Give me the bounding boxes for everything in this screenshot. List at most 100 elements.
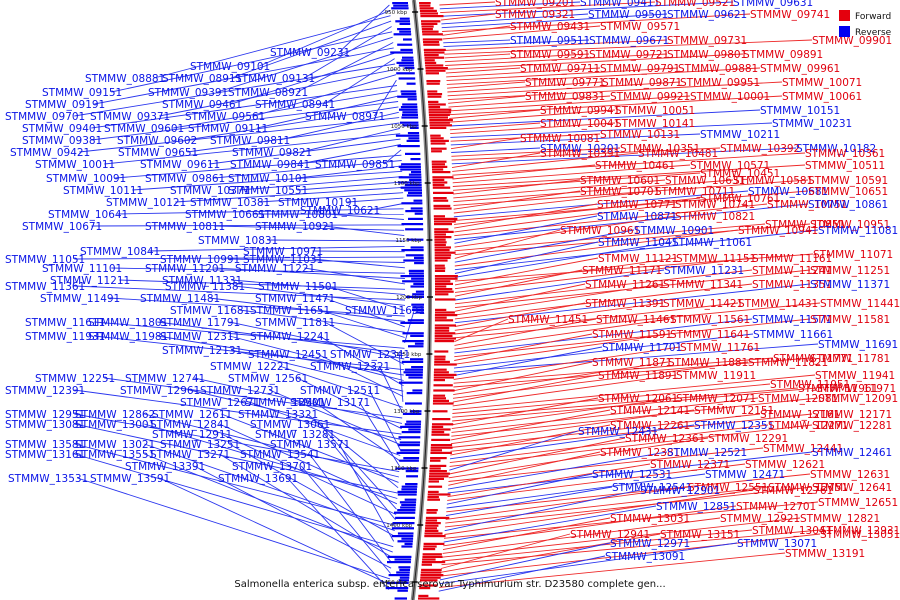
- gene-label: STMMW_11961: [798, 383, 878, 395]
- gene-label: STMMW_11081: [818, 225, 898, 237]
- gene-label: STMMW_10481: [638, 148, 718, 160]
- reverse-gene-arrow: [405, 152, 421, 155]
- forward-gene-arrow: [419, 9, 437, 12]
- forward-gene-arrow: [433, 197, 447, 200]
- leader-line: [229, 321, 405, 360]
- forward-gene-arrow: [428, 108, 452, 111]
- leader-line: [443, 39, 511, 44]
- forward-gene-arrow: [418, 597, 440, 600]
- gene-label: STMMW_11261: [585, 279, 665, 291]
- gene-label: STMMW_13021: [75, 439, 155, 451]
- leader-line: [439, 542, 738, 585]
- gene-label: STMMW_11391: [585, 298, 665, 310]
- forward-gene-arrow: [428, 100, 439, 103]
- gene-label: STMMW_12141: [610, 405, 690, 417]
- gene-label: STMMW_12911: [152, 429, 232, 441]
- reverse-gene-arrow: [411, 308, 424, 311]
- leader-line: [452, 172, 701, 191]
- reverse-gene-arrow: [400, 425, 421, 428]
- gene-label: STMMW_09561: [185, 111, 265, 123]
- leader-line: [443, 39, 668, 51]
- forward-gene-arrow: [434, 340, 455, 343]
- reverse-gene-arrow: [404, 368, 423, 371]
- gene-label: STMMW_11631: [345, 305, 425, 317]
- forward-gene-arrow: [434, 327, 450, 330]
- gene-label: STMMW_09381: [22, 135, 102, 147]
- leader-line: [194, 465, 392, 569]
- forward-gene-arrow: [433, 389, 455, 392]
- leader-line: [257, 95, 398, 129]
- reverse-gene-arrow: [403, 38, 412, 41]
- gene-label: STMMW_10951: [810, 219, 890, 231]
- reverse-gene-arrow: [394, 511, 416, 514]
- gene-label: STMMW_10841: [80, 246, 160, 258]
- forward-gene-arrow: [422, 38, 443, 41]
- forward-gene-arrow: [421, 28, 433, 31]
- gene-label: STMMW_12541: [612, 482, 692, 494]
- forward-gene-arrow: [422, 553, 442, 556]
- reverse-gene-arrow: [401, 537, 414, 540]
- leader-line: [186, 106, 399, 141]
- reverse-gene-arrow: [408, 217, 423, 220]
- forward-gene-arrow: [434, 316, 447, 319]
- gene-label: STMMW_10971: [243, 246, 323, 258]
- leader-line: [117, 208, 404, 215]
- reverse-gene-arrow: [398, 176, 422, 179]
- reverse-gene-arrow: [405, 373, 423, 376]
- gene-label: STMMW_11761: [680, 342, 760, 354]
- leader-line: [450, 413, 813, 452]
- forward-gene-arrow: [424, 54, 439, 57]
- gene-label: STMMW_10871: [597, 211, 677, 223]
- gene-label: STMMW_09741: [750, 9, 830, 21]
- gene-label: STMMW_11061: [672, 237, 752, 249]
- forward-gene-arrow: [434, 355, 446, 358]
- gene-label: STMMW_11361: [5, 281, 85, 293]
- gene-label: STMMW_10061: [782, 91, 862, 103]
- gene-label: STMMW_09901: [812, 35, 892, 47]
- gene-label: STMMW_11211: [50, 275, 130, 287]
- leader-line: [231, 349, 404, 392]
- gene-label: STMMW_10211: [700, 129, 780, 141]
- leader-line: [454, 302, 821, 339]
- forward-gene-arrow: [433, 379, 445, 382]
- gene-label: STMMW_10811: [145, 221, 225, 233]
- forward-gene-arrow: [434, 251, 456, 254]
- gene-label: STMMW_11981: [88, 331, 168, 343]
- forward-gene-arrow: [429, 472, 450, 475]
- leader-line: [453, 190, 581, 210]
- gene-label: STMMW_13251: [160, 439, 240, 451]
- gene-label: STMMW_10641: [48, 209, 128, 221]
- leader-line: [447, 81, 603, 93]
- leader-line: [144, 423, 398, 499]
- gene-label: STMMW_11251: [810, 265, 890, 277]
- leader-line: [304, 267, 406, 285]
- gene-label: STMMW_08941: [255, 99, 335, 111]
- gene-label: STMMW_10081: [520, 133, 600, 145]
- gene-label: STMMW_09571: [600, 21, 680, 33]
- leader-line: [249, 401, 401, 456]
- reverse-gene-arrow: [401, 249, 424, 252]
- legend-forward-swatch: [839, 10, 850, 21]
- reverse-gene-arrow: [398, 444, 420, 447]
- reverse-gene-arrow: [396, 451, 420, 454]
- leader-line: [451, 147, 541, 153]
- gene-label: STMMW_09711: [520, 63, 600, 75]
- gene-label: STMMW_12381: [600, 447, 680, 459]
- gene-label: STMMW_10901: [634, 225, 714, 237]
- gene-label: STMMW_09101: [190, 61, 270, 73]
- gene-label: STMMW_11971: [816, 383, 896, 395]
- reverse-gene-arrow: [408, 428, 421, 431]
- gene-label: STMMW_11071: [813, 249, 893, 261]
- reverse-gene-arrow: [405, 210, 423, 213]
- leader-line: [454, 223, 766, 252]
- gene-label: STMMW_12251: [35, 373, 115, 385]
- reverse-gene-arrow: [408, 137, 420, 140]
- gene-label: STMMW_12061: [598, 393, 678, 405]
- leader-line: [449, 109, 541, 119]
- forward-gene-arrow: [434, 233, 446, 236]
- gene-label: STMMW_12961: [120, 385, 200, 397]
- gene-label: STMMW_13591: [90, 473, 170, 485]
- gene-label: STMMW_11341: [663, 279, 743, 291]
- gene-label: STMMW_09771: [525, 77, 605, 89]
- leader-line: [454, 223, 811, 256]
